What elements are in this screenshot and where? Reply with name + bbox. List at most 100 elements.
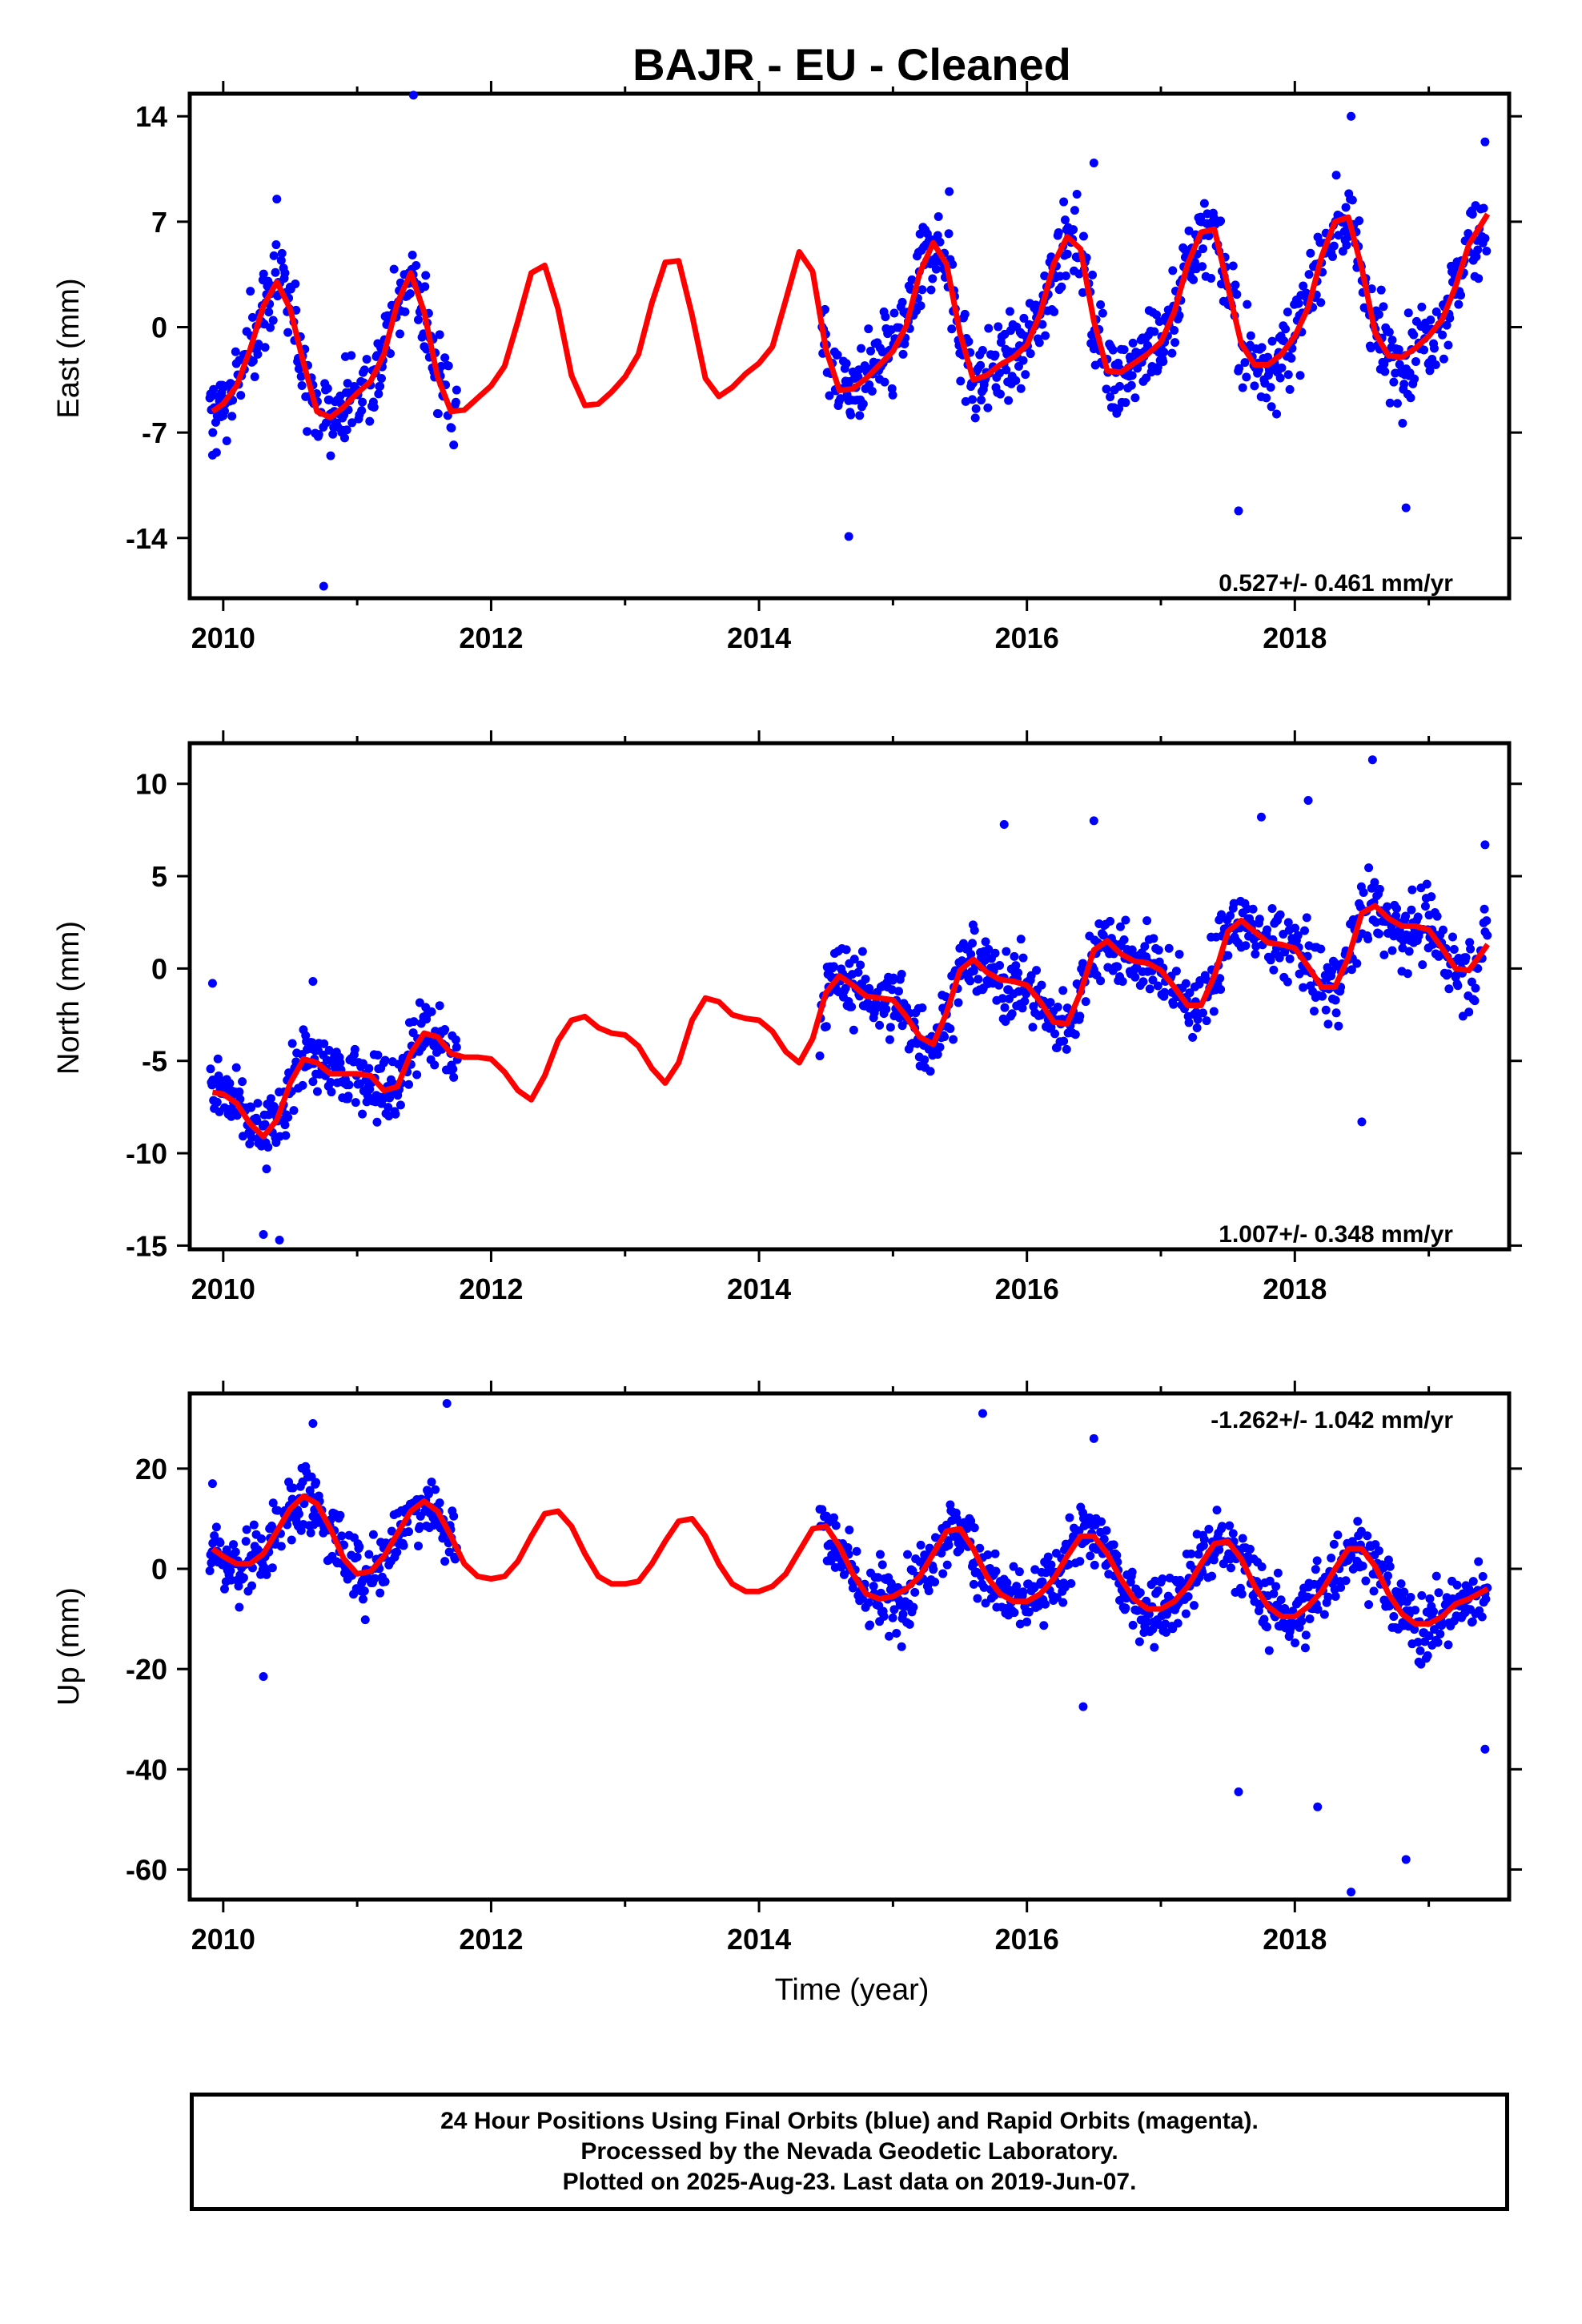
north-data-point — [1217, 910, 1227, 919]
north-y-tick-label: -5 — [142, 1045, 167, 1078]
east-data-point — [1002, 365, 1011, 375]
north-data-point — [1007, 1009, 1017, 1019]
north-data-point — [1461, 953, 1471, 963]
east-data-point — [277, 248, 287, 258]
north-data-point — [1363, 935, 1373, 944]
north-data-point — [358, 1059, 367, 1068]
east-data-point — [280, 268, 290, 278]
east-data-point — [1167, 348, 1177, 358]
up-data-point — [1099, 1534, 1109, 1544]
east-data-point — [264, 308, 274, 317]
east-data-point — [253, 349, 263, 359]
up-data-point — [287, 1535, 296, 1545]
north-data-point — [1473, 963, 1483, 973]
north-data-point — [1293, 931, 1303, 940]
north-data-point — [213, 1054, 223, 1063]
north-data-point — [383, 1103, 393, 1112]
up-data-point — [1128, 1620, 1138, 1630]
up-data-point — [1424, 1631, 1434, 1641]
up-data-point — [829, 1513, 839, 1522]
north-data-point — [1010, 951, 1019, 961]
east-data-point — [1426, 315, 1435, 324]
east-data-point — [1283, 370, 1293, 380]
east-data-point — [922, 229, 932, 239]
north-data-point — [933, 1050, 942, 1059]
north-data-point — [984, 944, 994, 954]
north-data-point — [1269, 965, 1279, 975]
north-data-point — [1127, 945, 1137, 955]
up-data-point — [355, 1542, 364, 1551]
up-data-point — [1181, 1609, 1191, 1618]
east-data-point — [1059, 197, 1069, 207]
east-data-point — [1004, 396, 1014, 405]
north-data-point — [327, 1088, 336, 1097]
north-data-point — [1401, 911, 1411, 921]
east-data-point — [440, 353, 450, 363]
north-data-point — [449, 1072, 459, 1082]
east-data-point — [1199, 244, 1208, 254]
north-data-point — [1471, 983, 1480, 993]
up-y-tick-label: -40 — [126, 1753, 167, 1786]
east-data-point — [944, 229, 954, 239]
north-data-point — [917, 1003, 927, 1013]
up-data-point — [205, 1566, 215, 1576]
up-data-point — [380, 1577, 390, 1586]
east-data-point — [1243, 300, 1252, 309]
east-data-point — [1150, 327, 1159, 336]
east-data-point — [1316, 298, 1326, 308]
east-data-point — [1287, 353, 1296, 363]
up-data-point — [207, 1479, 217, 1489]
east-y-axis-label: East (mm) — [52, 278, 86, 418]
east-data-point — [1240, 358, 1250, 368]
north-data-point — [280, 1120, 290, 1130]
east-data-point — [414, 315, 424, 324]
north-data-point — [1028, 1023, 1038, 1032]
east-data-point — [857, 344, 866, 353]
footer-note-box: 24 Hour Positions Using Final Orbits (bl… — [190, 2093, 1509, 2211]
east-data-point — [220, 406, 230, 416]
up-data-point — [975, 1543, 985, 1553]
east-data-point — [1341, 203, 1351, 212]
east-x-tick-label: 2018 — [1263, 621, 1327, 654]
north-data-point — [841, 945, 851, 955]
up-data-point — [1417, 1590, 1427, 1600]
north-data-point — [427, 1007, 436, 1016]
east-data-point — [995, 389, 1005, 399]
up-data-point — [990, 1549, 1000, 1558]
east-data-point — [259, 269, 268, 279]
north-data-point — [1447, 932, 1457, 942]
up-y-tick-label: 20 — [135, 1453, 167, 1486]
north-data-point — [887, 985, 897, 995]
north-data-point — [1130, 972, 1140, 982]
east-data-point — [1040, 271, 1050, 280]
east-data-point — [1207, 273, 1216, 283]
east-data-point — [1395, 360, 1404, 369]
x-axis-label: Time (year) — [775, 1973, 930, 2007]
east-data-point — [208, 428, 218, 437]
north-data-point — [1427, 892, 1436, 902]
up-data-point — [1415, 1646, 1425, 1655]
north-data-point — [1321, 1005, 1331, 1015]
north-data-point — [1081, 997, 1090, 1007]
up-data-point — [1458, 1589, 1468, 1598]
north-data-point — [412, 1070, 422, 1080]
east-data-point — [1327, 251, 1337, 261]
east-data-point — [1347, 111, 1356, 121]
east-data-point — [1267, 336, 1277, 346]
north-data-point — [1096, 976, 1106, 986]
east-data-point — [1385, 398, 1395, 408]
north-data-point — [940, 1032, 950, 1042]
east-data-point — [1061, 271, 1070, 281]
north-data-point — [287, 1039, 297, 1048]
east-data-point — [1285, 384, 1295, 394]
up-data-point — [257, 1534, 267, 1543]
north-data-point — [998, 994, 1007, 1003]
east-data-point — [1367, 284, 1376, 294]
east-data-point — [880, 377, 889, 387]
up-data-point — [1383, 1571, 1393, 1581]
up-data-point — [1153, 1586, 1162, 1595]
north-data-point — [1140, 942, 1150, 951]
footer-line-3: Plotted on 2025-Aug-23. Last data on 201… — [562, 2169, 1137, 2195]
north-data-point — [1422, 879, 1431, 889]
up-data-point — [1089, 1433, 1098, 1443]
